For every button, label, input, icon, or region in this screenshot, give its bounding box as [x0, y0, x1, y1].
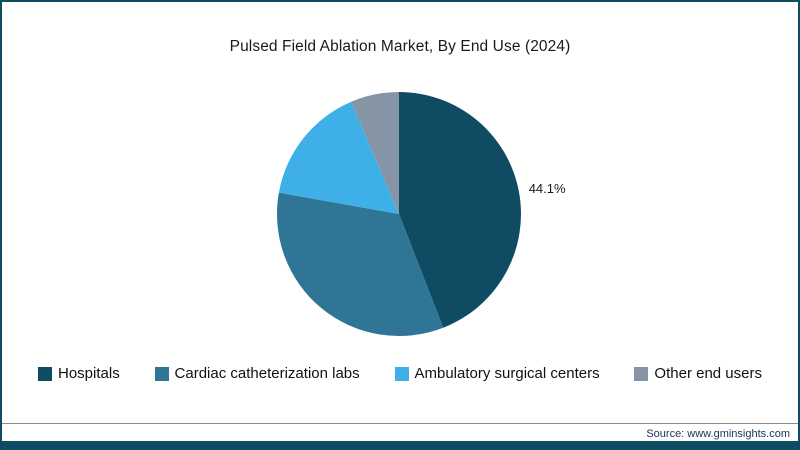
legend-item-ambulatory-surgical-centers: Ambulatory surgical centers [394, 365, 600, 382]
pie-chart: 44.1% [276, 92, 566, 336]
footer-divider [2, 423, 798, 424]
pie-slice-other-end-users [351, 92, 399, 214]
pie-data-label-hospitals: 44.1% [529, 181, 566, 196]
legend-label-ambulatory-surgical-centers: Ambulatory surgical centers [414, 365, 600, 382]
legend-label-cardiac-catheterization-labs: Cardiac catheterization labs [174, 365, 360, 382]
pie-slice-ambulatory-surgical-centers [278, 101, 399, 214]
legend-item-hospitals: Hospitals [38, 365, 120, 382]
chart-title: Pulsed Field Ablation Market, By End Use… [229, 38, 571, 55]
legend-swatch-ambulatory-surgical-centers [394, 366, 409, 381]
legend-item-cardiac-catheterization-labs: Cardiac catheterization labs [154, 365, 360, 382]
legend-swatch-cardiac-catheterization-labs [154, 366, 169, 381]
pie-slice-hospitals [399, 92, 521, 328]
legend-item-other-end-users: Other end users [634, 365, 762, 382]
pie-slice-cardiac-catheterization-labs [276, 192, 444, 336]
legend: Hospitals Cardiac catheterization labs A… [2, 365, 798, 382]
legend-label-hospitals: Hospitals [58, 365, 120, 382]
legend-swatch-hospitals [38, 366, 52, 381]
source-text: Source: www.gminsights.com [646, 428, 790, 440]
legend-label-other-end-users: Other end users [654, 365, 762, 382]
legend-swatch-other-end-users [634, 366, 649, 381]
